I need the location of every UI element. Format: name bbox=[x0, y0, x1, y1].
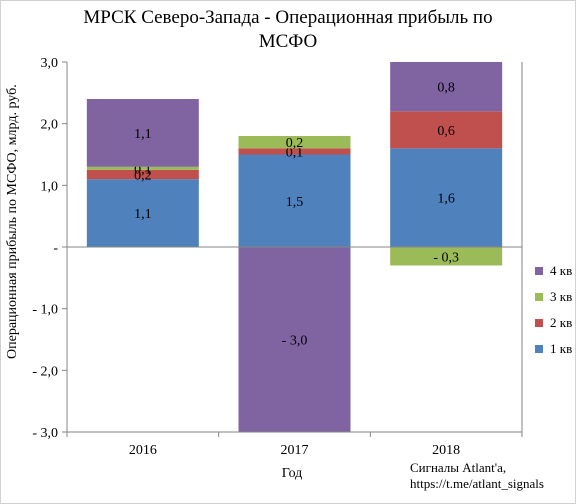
y-tick-label: - 2,0 bbox=[32, 364, 58, 379]
data-label: 1,1 bbox=[134, 207, 152, 222]
bar-segment bbox=[86, 99, 199, 167]
data-label: 1,1 bbox=[134, 127, 152, 142]
y-tick-label: 2,0 bbox=[41, 118, 59, 133]
x-tick-label: 2016 bbox=[129, 443, 157, 458]
legend-item: 1 кв bbox=[535, 341, 572, 357]
legend-item: 4 кв bbox=[535, 263, 572, 279]
legend-label: 2 кв bbox=[550, 315, 573, 330]
legend-swatch bbox=[535, 319, 543, 327]
data-label: - 0,3 bbox=[433, 250, 459, 265]
data-label: 0,6 bbox=[437, 124, 455, 139]
bar-segment bbox=[390, 62, 503, 112]
data-label: - 3,0 bbox=[282, 334, 308, 349]
x-axis-label: Год bbox=[281, 466, 303, 481]
legend-item: 3 кв bbox=[535, 289, 572, 305]
chart-title: МРСК Северо-Запада - Операционная прибыл… bbox=[0, 6, 576, 54]
y-tick-label: 3,0 bbox=[41, 56, 59, 71]
data-label: 0,1 bbox=[286, 145, 304, 160]
data-label: 1,6 bbox=[437, 192, 455, 207]
data-label: 0,2 bbox=[134, 169, 152, 184]
bar-segment bbox=[238, 247, 351, 432]
chart-title-line-1: МРСК Северо-Запада - Операционная прибыл… bbox=[83, 7, 493, 28]
legend-swatch bbox=[535, 267, 543, 275]
y-tick-label: 1,0 bbox=[41, 179, 59, 194]
data-label: 0,8 bbox=[437, 81, 455, 96]
data-label: 1,5 bbox=[286, 195, 304, 210]
bar-segment bbox=[86, 166, 199, 170]
y-tick-label: - 1,0 bbox=[32, 303, 58, 318]
credit-note: Сигналы Atlant'а, https://t.me/atlant_si… bbox=[410, 460, 544, 492]
bar-segment bbox=[390, 111, 503, 149]
bar-segment bbox=[86, 169, 199, 180]
credit-line-2: https://t.me/atlant_signals bbox=[410, 476, 544, 491]
legend-label: 4 кв bbox=[550, 263, 573, 278]
legend-label: 3 кв bbox=[550, 289, 573, 304]
legend-label: 1 кв bbox=[550, 341, 573, 356]
bar-segment bbox=[390, 148, 503, 247]
x-tick-label: 2018 bbox=[432, 443, 460, 458]
bar-segment bbox=[238, 148, 351, 155]
data-label: 0,2 bbox=[286, 136, 304, 151]
bar-segment bbox=[86, 179, 199, 247]
x-tick-label: 2017 bbox=[281, 443, 309, 458]
bar-segment bbox=[238, 136, 351, 149]
legend-item: 2 кв bbox=[535, 315, 572, 331]
credit-line-1: Сигналы Atlant'а, bbox=[410, 460, 507, 475]
legend-swatch bbox=[535, 345, 543, 353]
y-tick-label: - 3,0 bbox=[32, 426, 58, 441]
chart-title-line-2: МСФО bbox=[258, 31, 318, 52]
bar-segment bbox=[238, 154, 351, 247]
y-tick-label: - bbox=[53, 241, 58, 256]
legend-swatch bbox=[535, 293, 543, 301]
bar-segment bbox=[390, 247, 503, 266]
